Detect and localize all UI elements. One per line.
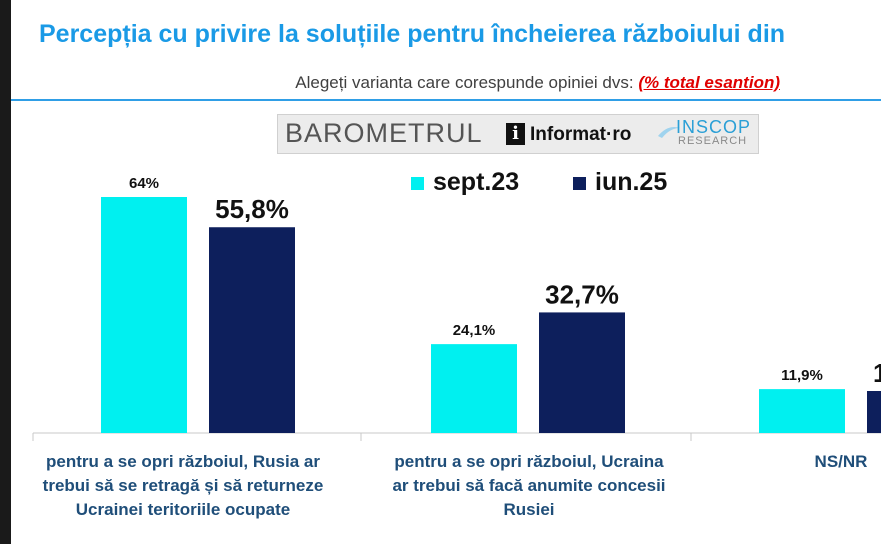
barometrul-logo-text: BAROMETRUL [285, 118, 483, 148]
inscop-swoosh-icon [658, 127, 680, 138]
title-rule [11, 99, 881, 101]
subtitle-note: (% total esantion) [638, 73, 780, 92]
legend-label-sept23: sept.23 [433, 168, 520, 196]
informat-logo-text: Informat·ro [530, 124, 632, 145]
bar [431, 344, 517, 433]
info-icon: i [506, 123, 525, 145]
chart-title: Percepția cu privire la soluțiile pentru… [39, 20, 786, 48]
bar [759, 389, 845, 433]
legend-swatch-iun25 [573, 177, 586, 190]
category-label-3: NS/NR [814, 452, 868, 471]
inscop-logo-subtext: RESEARCH [678, 135, 748, 147]
category-label-1: pentru a se opri războiul, Rusia ar treb… [42, 452, 324, 519]
inscop-logo-text: INSCOP [676, 117, 752, 137]
bar [209, 227, 295, 433]
legend-label-iun25: iun.25 [595, 168, 668, 196]
bar [867, 391, 881, 433]
bar [101, 197, 187, 433]
legend-swatch-sept23 [411, 177, 424, 190]
logo-banner: BAROMETRUL i Informat·ro INSCOP RESEARCH [277, 114, 759, 154]
category-label-2: pentru a se opri războiul, Ucraina ar tr… [392, 452, 666, 519]
subtitle-text: Alegeți varianta care corespunde opiniei… [295, 73, 639, 92]
data-label: 24,1% [453, 322, 496, 339]
bar-chart: 64% 24,1% 11,9% 55,8% 32,7% 1 [32, 175, 881, 441]
slide: Percepția cu privire la soluțiile pentru… [11, 0, 881, 544]
data-label: 55,8% [215, 194, 289, 224]
chart-subtitle: Alegeți varianta care corespunde opiniei… [295, 73, 780, 93]
data-label: 64% [129, 175, 159, 192]
data-label: 11,9% [781, 367, 823, 384]
data-label: 1 [873, 358, 881, 388]
bar [539, 312, 625, 433]
data-label: 32,7% [545, 279, 619, 309]
